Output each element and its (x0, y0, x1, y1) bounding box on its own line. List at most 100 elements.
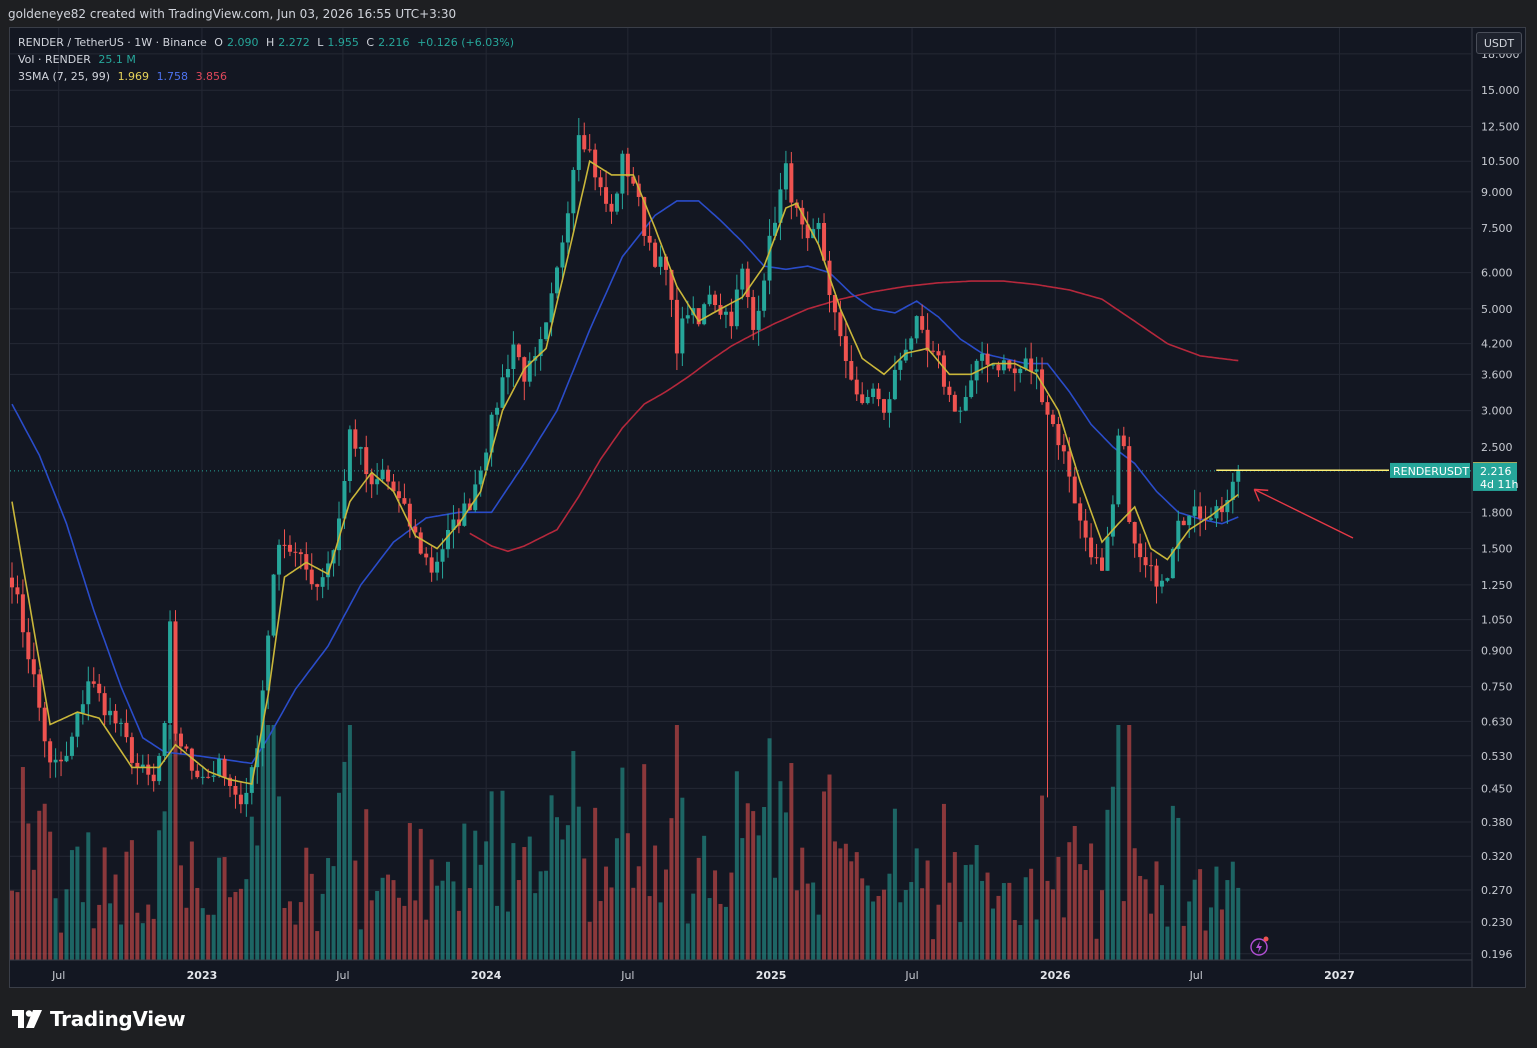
candle-body (380, 469, 385, 480)
candle (1116, 428, 1121, 508)
volume-bar (217, 857, 222, 960)
volume-bar (1078, 864, 1083, 960)
candle-body (396, 491, 401, 499)
candle (985, 343, 990, 383)
candle-body (173, 621, 178, 734)
candle (151, 763, 156, 792)
volume-bar (304, 847, 309, 960)
candle-body (1192, 506, 1197, 516)
volume-bar (1116, 725, 1121, 960)
volume-bar (740, 838, 745, 960)
volume-bar (375, 890, 380, 960)
time-tick-label: 2023 (187, 969, 218, 982)
volume-bar (10, 890, 14, 960)
candle-body (1154, 565, 1159, 587)
candle (375, 463, 380, 495)
candle-body (407, 503, 412, 527)
candle-body (1050, 414, 1055, 425)
price-tick-label: 0.320 (1481, 850, 1513, 863)
candle (59, 751, 64, 777)
volume-bar (424, 919, 429, 960)
candle (800, 200, 805, 239)
volume-bar (931, 939, 936, 960)
lightning-icon[interactable] (1250, 936, 1269, 956)
candle (146, 754, 151, 786)
candle (396, 481, 401, 513)
volume-bar (811, 882, 816, 960)
candle (871, 383, 876, 404)
candle (854, 366, 859, 401)
volume-bar (816, 914, 821, 960)
volume-bar (173, 725, 178, 960)
price-tick-label: 0.450 (1481, 782, 1513, 795)
candle (571, 167, 576, 231)
candle-body (184, 746, 189, 749)
volume-bar (805, 883, 810, 960)
candle-body (980, 353, 985, 361)
candle-body (189, 748, 194, 771)
volume-bar (969, 864, 974, 960)
candle-body (794, 202, 799, 208)
chart-panel[interactable]: 18.000 15.000 12.500 10.500 9.000 7.500 6.000 5… (9, 27, 1526, 988)
volume-bar (1089, 843, 1094, 960)
volume-bar (124, 851, 129, 960)
candle-body (1187, 515, 1192, 526)
candle (1072, 467, 1077, 504)
candle (620, 150, 625, 210)
volume-bar (1159, 885, 1164, 960)
candle (713, 290, 718, 312)
price-tick-label: 2.500 (1481, 441, 1513, 454)
candle (565, 201, 570, 255)
volume-bar (571, 751, 576, 960)
candle-body (963, 397, 968, 411)
volume-bar (1203, 930, 1208, 960)
candle (337, 501, 341, 566)
volume-bar (587, 921, 592, 960)
candle-body (1045, 402, 1050, 415)
candle-body (168, 621, 173, 724)
volume-bar (119, 924, 123, 960)
candle-body (843, 336, 848, 362)
volume-bar (838, 848, 843, 960)
candle-body (129, 737, 134, 763)
last-price-tag (1473, 462, 1517, 491)
volume-bar (1165, 926, 1170, 960)
candle-body (696, 308, 701, 325)
candle-body (200, 776, 205, 778)
tradingview-logo[interactable]: TradingView (12, 1006, 186, 1032)
candle (108, 697, 113, 725)
volume-bar (211, 914, 216, 960)
volume-bar (625, 833, 630, 960)
candle-body (936, 351, 941, 356)
legend-vol-value: 25.1 M (98, 53, 136, 66)
candle (10, 562, 14, 604)
candle (925, 313, 930, 368)
time-tick-label: 2026 (1040, 969, 1071, 982)
candle-body (53, 759, 58, 763)
candle (173, 610, 178, 741)
candle (347, 425, 352, 493)
volume-bar (1029, 868, 1034, 960)
candle-body (593, 149, 598, 178)
volume-bar (593, 807, 598, 960)
price-tick-label: 0.230 (1481, 916, 1513, 929)
candle-body (495, 407, 500, 415)
price-chart[interactable]: 18.00015.00012.50010.5009.0007.5006.0005… (10, 28, 1525, 987)
candle (1209, 507, 1213, 521)
candle-body (1165, 578, 1170, 581)
volume-bar (184, 907, 189, 960)
volume-bar (80, 902, 85, 960)
currency-selector-button[interactable]: USDT (1476, 32, 1522, 54)
candle (440, 538, 445, 579)
candle (1143, 542, 1148, 578)
candle (756, 295, 761, 346)
volume-bar (685, 923, 690, 960)
candle-body (511, 344, 516, 369)
candle-body (151, 774, 156, 782)
volume-bar (391, 880, 396, 960)
candle (920, 304, 925, 334)
candle-body (565, 213, 570, 243)
candle-body (751, 297, 756, 330)
candle-body (429, 557, 434, 573)
candle-body (238, 794, 243, 805)
